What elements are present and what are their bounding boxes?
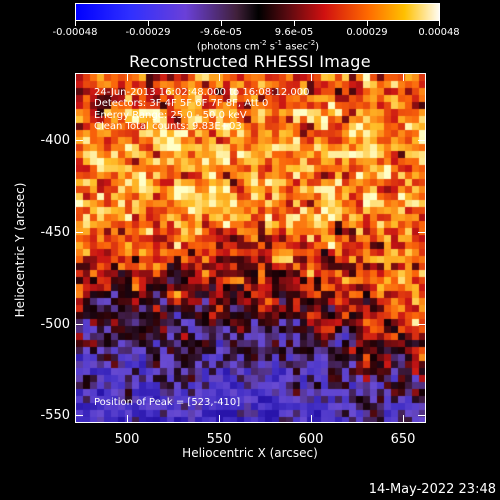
colorbar-tick-label: 0.00029: [346, 27, 388, 38]
y-tick: [75, 232, 83, 233]
units-text: ): [315, 41, 320, 53]
rhessi-image-panel: 24-Jun-2013 16:02:48.000 to 16:08:12.000…: [75, 73, 426, 423]
colorbar-units: (photons cm-2 s-1 asec-2): [197, 39, 319, 52]
info-energy-range: Energy Range: 25.0 - 50.0 keV: [94, 110, 247, 121]
x-tick: [219, 73, 220, 81]
y-tick: [75, 140, 83, 141]
x-tick: [219, 415, 220, 423]
y-tick: [75, 324, 83, 325]
colorbar-tick: [294, 21, 295, 26]
y-tick-label: -450: [40, 225, 70, 240]
plot-timestamp: 14-May-2022 23:48: [368, 482, 496, 497]
x-tick: [311, 73, 312, 81]
units-text: asec: [282, 41, 309, 53]
y-tick: [418, 140, 426, 141]
x-tick-label: 650: [390, 432, 416, 447]
colorbar-tick-label: -0.00048: [52, 27, 98, 38]
y-tick: [418, 232, 426, 233]
x-tick: [311, 415, 312, 423]
info-clean-counts: Clean Total counts: 9.83E+03: [94, 121, 242, 132]
y-tick: [418, 324, 426, 325]
colorbar-tick-label: -9.6e-05: [200, 27, 242, 38]
y-tick: [418, 415, 426, 416]
y-tick-label: -400: [40, 133, 70, 148]
x-tick-label: 550: [206, 432, 232, 447]
colorbar-tick-label: -0.00029: [125, 27, 171, 38]
x-tick: [403, 415, 404, 423]
colorbar-tick: [439, 21, 440, 26]
info-detectors: Detectors: 3F 4F 5F 6F 7F 8F, Att 0: [94, 98, 269, 109]
colorbar: [75, 3, 440, 21]
heatmap-image: [76, 74, 425, 422]
x-tick: [403, 73, 404, 81]
colorbar-tick: [148, 21, 149, 26]
y-tick: [75, 415, 83, 416]
y-axis-title: Heliocentric Y (arcsec): [13, 182, 27, 318]
x-axis-title: Heliocentric X (arcsec): [182, 446, 318, 460]
colorbar-tick-label: 9.6e-05: [274, 27, 314, 38]
y-tick-label: -550: [40, 408, 70, 423]
x-tick-label: 600: [298, 432, 324, 447]
image-title: Reconstructed RHESSI Image: [129, 52, 371, 71]
colorbar-tick-label: 0.00048: [418, 27, 460, 38]
colorbar-tick: [367, 21, 368, 26]
colorbar-tick: [75, 21, 76, 26]
units-exponent: -1: [275, 39, 283, 47]
units-text: (photons cm: [196, 41, 260, 53]
x-tick-label: 500: [114, 432, 140, 447]
x-tick: [127, 415, 128, 423]
info-peak-position: Position of Peak = [523,-410]: [94, 397, 241, 408]
units-exponent: -2: [308, 39, 316, 47]
y-tick-label: -500: [40, 317, 70, 332]
units-text: s: [266, 41, 276, 53]
colorbar-tick: [221, 21, 222, 26]
x-tick: [127, 73, 128, 81]
units-exponent: -2: [259, 39, 267, 47]
info-time-range: 24-Jun-2013 16:02:48.000 to 16:08:12.000: [94, 87, 310, 98]
